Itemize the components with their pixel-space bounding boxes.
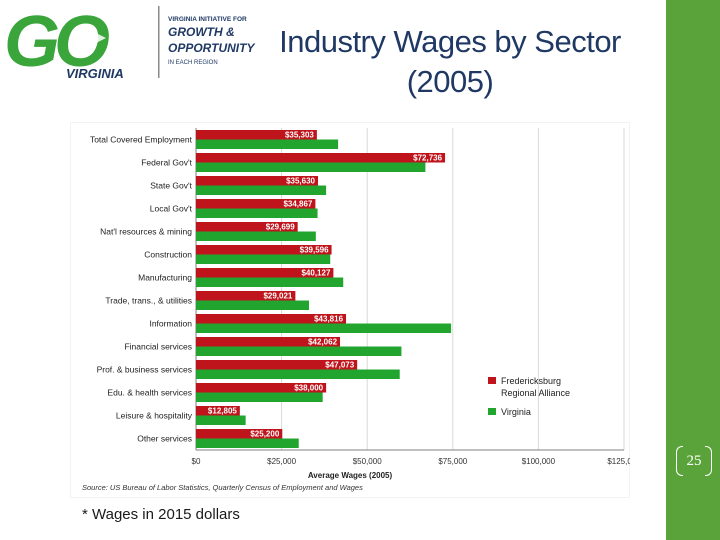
logo-line1: VIRGINIA INITIATIVE FOR: [168, 16, 247, 23]
category-label: Information: [149, 319, 192, 329]
bar-fredericksburg: [196, 130, 317, 140]
logo-line3: OPPORTUNITY: [168, 41, 255, 55]
category-label: Leisure & hospitality: [116, 411, 193, 421]
bar-fredericksburg: [196, 222, 298, 232]
logo-state: VIRGINIA: [66, 66, 124, 80]
data-label: $29,021: [263, 292, 292, 301]
page-bracket-right: [705, 446, 712, 476]
logo-divider: [158, 6, 160, 78]
page-bracket-left: [676, 446, 683, 476]
bar-fredericksburg: [196, 153, 446, 163]
category-label: Financial services: [124, 342, 192, 352]
x-tick-label: $100,000: [522, 457, 556, 466]
bar-virginia: [196, 369, 400, 379]
category-label: Nat'l resources & mining: [100, 227, 192, 237]
bar-virginia: [196, 392, 323, 402]
category-label: Construction: [144, 250, 192, 260]
category-label: Local Gov't: [150, 204, 193, 214]
chart-source: Source: US Bureau of Labor Statistics, Q…: [82, 483, 363, 492]
category-label: Other services: [137, 434, 192, 444]
data-label: $34,867: [283, 200, 312, 209]
wage-chart-svg: $35,303 Total Covered Employment $72,736 Fe…: [82, 128, 641, 492]
bar-virginia: [196, 323, 452, 333]
bar-fredericksburg: [196, 245, 332, 255]
page-number-text: 25: [686, 453, 702, 469]
footnote: * Wages in 2015 dollars: [82, 506, 240, 523]
bar-virginia: [196, 346, 402, 356]
data-label: $12,805: [208, 407, 237, 416]
x-axis-title: Average Wages (2005): [308, 471, 393, 480]
data-label: $25,200: [250, 430, 279, 439]
category-label: Manufacturing: [138, 273, 192, 283]
bar-virginia: [196, 415, 246, 425]
logo-line2: GROWTH &: [168, 25, 235, 39]
bar-fredericksburg: [196, 337, 341, 347]
bar-virginia: [196, 185, 327, 195]
bar-virginia: [196, 162, 426, 172]
bar-virginia: [196, 208, 318, 218]
legend-label-virginia: Virginia: [501, 407, 531, 417]
wage-chart: $35,303 Total Covered Employment $72,736 Fe…: [70, 122, 641, 498]
data-label: $47,073: [325, 361, 354, 370]
bar-fredericksburg: [196, 199, 316, 209]
category-label: Federal Gov't: [141, 158, 192, 168]
logo-line4: IN EACH REGION: [168, 60, 218, 66]
bar-fredericksburg: [196, 406, 240, 416]
bar-virginia: [196, 277, 344, 287]
x-tick-label: $125,000: [607, 457, 630, 466]
bar-fredericksburg: [196, 383, 327, 393]
data-label: $35,303: [285, 131, 314, 140]
data-label: $38,000: [294, 384, 323, 393]
legend-label-fredericksburg-line1: Fredericksburg: [501, 376, 561, 386]
slide-title-line1: Industry Wages by Sector: [279, 24, 621, 59]
category-label: Trade, trans., & utilities: [105, 296, 192, 306]
data-label: $35,630: [286, 177, 315, 186]
bar-virginia: [196, 300, 309, 310]
bar-virginia: [196, 139, 339, 149]
bar-fredericksburg: [196, 268, 334, 278]
category-label: Prof. & business services: [97, 365, 192, 375]
bar-fredericksburg: [196, 176, 318, 186]
logo-arrows-icon: [80, 32, 106, 44]
x-tick-label: $75,000: [438, 457, 467, 466]
legend-swatch-virginia: [488, 408, 496, 415]
legend-label-fredericksburg-line2: Regional Alliance: [501, 388, 570, 398]
x-tick-label: $50,000: [353, 457, 382, 466]
data-label: $40,127: [301, 269, 330, 278]
bar-virginia: [196, 438, 299, 448]
bar-virginia: [196, 231, 316, 241]
go-virginia-logo: GO VIRGINIA VIRGINIA INITIATIVE FOR GROW…: [4, 2, 255, 80]
legend-swatch-fredericksburg: [488, 377, 496, 384]
bar-fredericksburg: [196, 429, 283, 439]
bar-fredericksburg: [196, 314, 347, 324]
x-tick-label: $0: [192, 457, 201, 466]
category-label: State Gov't: [150, 181, 192, 191]
category-label: Total Covered Employment: [90, 135, 193, 145]
slide-title: Industry Wages by Sector (2005): [270, 22, 630, 102]
page-number: 25: [676, 446, 712, 476]
bar-fredericksburg: [196, 360, 358, 370]
bar-fredericksburg: [196, 291, 296, 301]
x-tick-label: $25,000: [267, 457, 296, 466]
data-label: $43,816: [314, 315, 343, 324]
data-label: $72,736: [413, 154, 442, 163]
category-label: Edu. & health services: [107, 388, 192, 398]
data-label: $39,596: [300, 246, 329, 255]
slide-title-line2: (2005): [406, 64, 494, 99]
data-label: $42,062: [308, 338, 337, 347]
bar-virginia: [196, 254, 331, 264]
data-label: $29,699: [266, 223, 295, 232]
